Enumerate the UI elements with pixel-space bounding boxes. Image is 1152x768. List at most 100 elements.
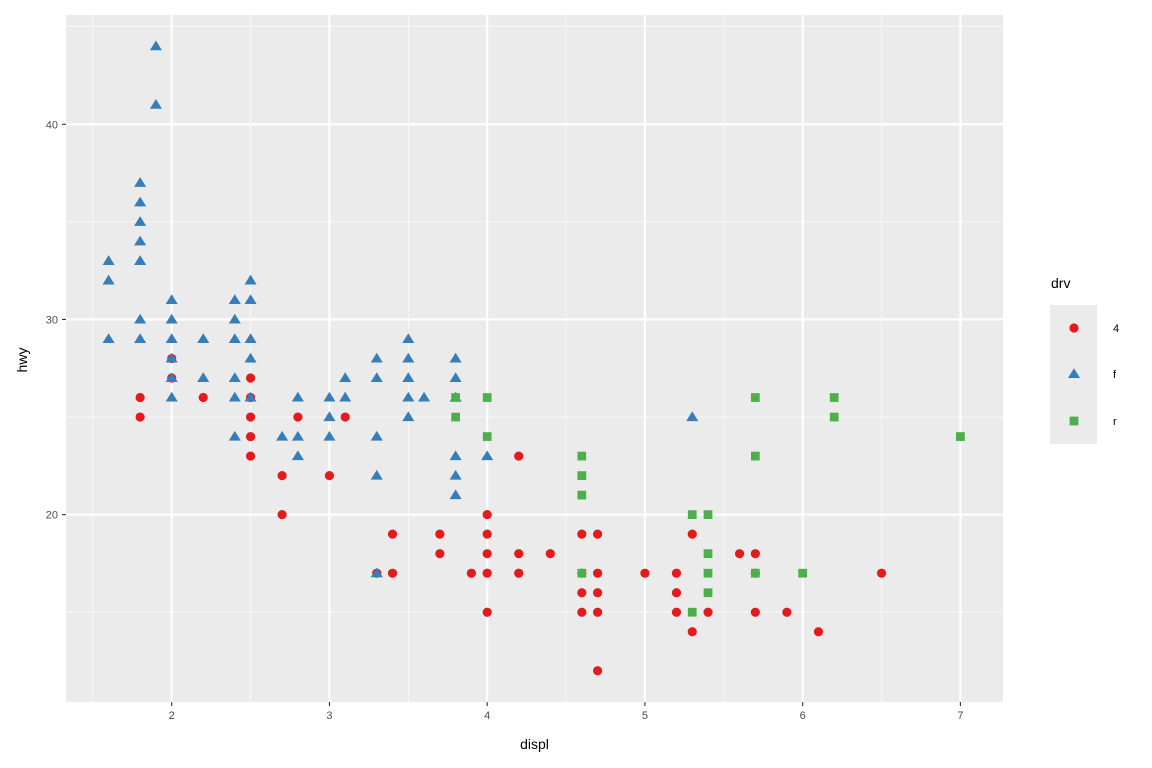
data-point-f — [449, 352, 462, 363]
data-point-r — [750, 568, 760, 578]
data-point-4 — [482, 568, 492, 578]
data-point-4 — [340, 412, 350, 422]
data-point-4 — [577, 529, 587, 539]
x-tick-label: 6 — [800, 710, 806, 722]
data-point-f — [134, 177, 147, 187]
data-point-4 — [482, 607, 492, 617]
data-point-4 — [782, 607, 792, 617]
data-point-r — [482, 393, 492, 402]
data-point-4 — [245, 451, 256, 461]
data-point-r — [703, 588, 713, 598]
data-point-r — [798, 568, 808, 578]
data-points — [102, 40, 965, 676]
data-point-r — [482, 432, 492, 441]
axes: 2 3 4 5 6 7 20 30 40 — [46, 119, 964, 722]
data-point-4 — [750, 549, 760, 559]
legend-title: drv — [1051, 275, 1070, 291]
data-point-f — [165, 352, 178, 363]
data-point-f — [339, 391, 352, 402]
y-axis-title: hwy — [14, 348, 30, 373]
data-point-f — [402, 352, 415, 363]
data-point-4 — [592, 588, 603, 598]
data-point-f — [228, 313, 241, 324]
data-point-f — [449, 469, 462, 480]
x-tick-label: 4 — [484, 710, 490, 722]
data-point-f — [402, 391, 415, 402]
legend-keys: 4 f r — [1067, 323, 1119, 428]
data-point-f — [149, 99, 162, 109]
data-point-4 — [577, 588, 587, 598]
data-point-4 — [640, 568, 650, 578]
data-point-4 — [876, 568, 887, 578]
data-point-f — [134, 196, 147, 207]
data-point-f — [197, 333, 210, 344]
data-point-f — [134, 216, 147, 226]
data-point-f — [370, 430, 383, 441]
data-point-f — [102, 255, 115, 265]
data-point-f — [370, 469, 383, 480]
data-point-4 — [671, 588, 682, 598]
y-tick-label: 20 — [46, 510, 58, 522]
data-point-f — [244, 391, 257, 402]
data-point-f — [481, 450, 494, 461]
data-point-f — [370, 372, 383, 383]
data-point-4 — [750, 607, 760, 617]
data-point-f — [134, 255, 147, 265]
data-point-f — [449, 372, 462, 383]
data-point-f — [228, 294, 241, 304]
data-point-4 — [245, 431, 256, 442]
data-point-4 — [734, 549, 745, 559]
data-point-r — [577, 568, 587, 578]
data-point-4 — [293, 412, 303, 422]
data-point-4 — [435, 549, 445, 559]
data-point-f — [323, 430, 336, 441]
x-tick-label: 5 — [642, 710, 648, 722]
data-point-r — [703, 568, 713, 578]
data-point-f — [197, 372, 210, 383]
major-gridlines — [66, 15, 1003, 702]
data-point-f — [228, 391, 241, 402]
data-point-f — [449, 489, 462, 500]
data-point-4 — [135, 392, 145, 403]
data-point-4 — [592, 568, 603, 578]
data-point-r — [750, 451, 760, 461]
data-point-f — [165, 391, 178, 402]
data-point-f — [102, 333, 115, 344]
data-point-4 — [482, 510, 492, 520]
data-point-f — [291, 391, 304, 402]
data-point-f — [418, 391, 431, 402]
data-point-4 — [277, 510, 287, 520]
data-point-4 — [198, 392, 208, 403]
data-point-4 — [277, 471, 287, 481]
data-point-f — [449, 450, 462, 461]
data-point-4 — [245, 412, 256, 422]
data-point-4 — [245, 373, 256, 383]
data-point-f — [339, 372, 352, 383]
data-point-r — [956, 432, 965, 441]
data-point-f — [102, 274, 115, 285]
data-point-f — [402, 333, 415, 344]
x-tick-label: 2 — [169, 710, 175, 722]
data-point-f — [370, 352, 383, 363]
data-point-r — [750, 393, 760, 402]
data-point-f — [291, 450, 304, 461]
data-point-r — [829, 393, 839, 402]
data-point-r — [451, 393, 460, 402]
data-point-4 — [592, 607, 603, 617]
data-point-4 — [545, 549, 555, 559]
data-point-4 — [671, 568, 682, 578]
data-point-f — [165, 372, 178, 383]
data-point-f — [165, 313, 178, 324]
data-point-r — [577, 471, 587, 480]
plot-panel — [66, 15, 1003, 702]
data-point-f — [165, 333, 178, 344]
data-point-4 — [687, 529, 697, 539]
data-point-f — [244, 352, 257, 363]
data-point-4 — [703, 607, 713, 617]
legend: drv 4 f r — [1050, 275, 1119, 444]
data-point-4 — [387, 568, 398, 578]
data-point-f — [686, 411, 699, 422]
data-point-f — [291, 430, 304, 441]
x-tick-label: 7 — [957, 710, 963, 722]
data-point-f — [228, 430, 241, 441]
